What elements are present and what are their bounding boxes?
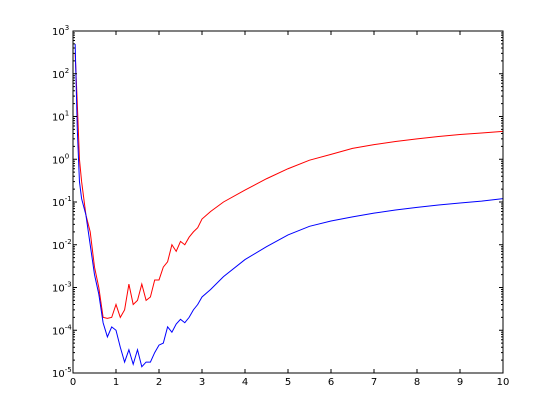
x-tick-label: 0 <box>70 377 76 388</box>
x-tick-label: 2 <box>156 377 162 388</box>
y-tick-label: 10-4 <box>52 323 72 337</box>
x-tick-label: 4 <box>242 377 248 388</box>
x-tick-label: 6 <box>328 377 334 388</box>
y-tick-label: 101 <box>52 110 69 124</box>
y-tick-label: 10-3 <box>52 281 72 295</box>
series-layer <box>74 43 504 368</box>
y-tick-label: 10-5 <box>52 366 72 380</box>
y-tick-label: 103 <box>52 24 69 38</box>
x-tick-label: 7 <box>371 377 377 388</box>
y-tick-label: 102 <box>52 67 69 81</box>
x-tick-label: 9 <box>457 377 463 388</box>
x-tick-label: 8 <box>414 377 420 388</box>
x-tick-label: 10 <box>497 377 510 388</box>
series-line-1 <box>74 43 504 368</box>
series-line-0 <box>74 53 504 319</box>
y-tick-label: 10-2 <box>52 238 72 252</box>
y-tick-label: 100 <box>52 152 69 166</box>
x-tick-label: 1 <box>113 377 119 388</box>
x-tick-label: 3 <box>199 377 205 388</box>
x-tick-label: 5 <box>285 377 291 388</box>
x-axis: 0 1 2 3 4 5 6 7 8 9 10 <box>70 31 510 388</box>
y-tick-label: 10-1 <box>52 195 72 209</box>
plot-area-background <box>73 31 503 373</box>
y-axis: 10-5 10-4 10-3 10-2 10-1 100 101 102 103 <box>52 24 503 380</box>
